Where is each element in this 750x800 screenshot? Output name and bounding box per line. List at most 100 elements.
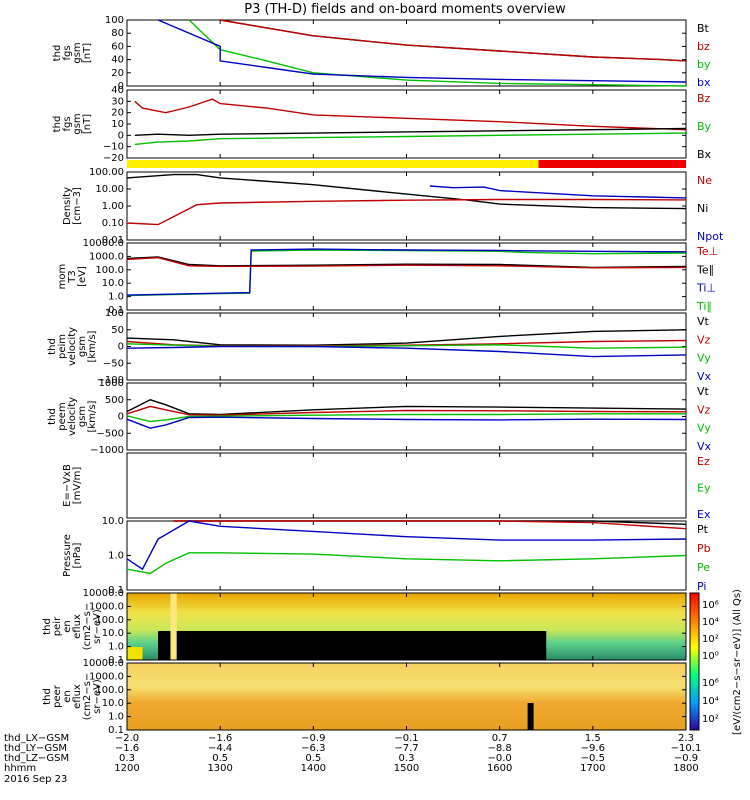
y-axis-label: T3	[67, 270, 78, 283]
y-axis-label: gsm	[77, 406, 88, 427]
y-tick-label: 0.1	[108, 305, 124, 316]
panel-peim_velocity: 100 50 0 −50 −100 thd peim velocity gsm [km/s] Vt V…	[47, 308, 712, 386]
date-label: 2016 Sep 23	[4, 774, 67, 785]
mode-segment	[127, 160, 539, 168]
y-tick-label: 20	[111, 108, 124, 119]
y-tick-label: −500	[97, 428, 124, 439]
y-axis-label: mom	[57, 264, 68, 290]
y-axis-label: fgs	[62, 116, 73, 131]
ephemeris-value: −8.8	[488, 743, 512, 754]
series-line	[126, 345, 687, 358]
legend-entry: Ey	[697, 482, 711, 495]
y-tick-label: −50	[103, 358, 124, 369]
series-line	[134, 132, 687, 146]
legend-entry: bz	[697, 40, 710, 53]
series-line	[126, 413, 686, 423]
colorbar-tick-label: 10⁴	[702, 617, 719, 628]
legend-entry: Ex	[697, 508, 711, 521]
legend-entry: Vy	[697, 352, 711, 365]
colorbar-tick-label: 10²	[702, 714, 719, 725]
y-tick-label: 60	[111, 41, 124, 52]
legend-entry: Te⊥	[696, 245, 718, 258]
y-tick-label: 1.0	[108, 551, 124, 562]
y-tick-label: 0	[118, 130, 124, 141]
legend-entry: Npot	[697, 230, 724, 243]
chart-title: P3 (TH-D) fields and on-board moments ov…	[244, 2, 566, 17]
legend-entry: Pt	[697, 523, 709, 536]
y-tick-label: 500	[105, 395, 124, 406]
y-tick-label: 0.1	[108, 725, 124, 736]
panel-fgs_mag: 100 80 60 40 20 0 thd fgs gsm [nT] Bt bz by bx	[52, 15, 711, 92]
ephemeris-row-label: hhmm	[4, 763, 36, 774]
ephemeris-value: 1500	[394, 763, 419, 774]
legend-entry: Vt	[697, 315, 710, 328]
y-tick-label: 1.0	[108, 712, 124, 723]
colorbar-tick-label: 10⁶	[702, 678, 719, 689]
y-axis-label: sr−eV)	[92, 679, 103, 714]
y-tick-label: 100.0	[95, 685, 124, 696]
panel-efield: E=−VxB [mV/m] Ez Ey Ex	[62, 452, 711, 521]
series-line	[126, 173, 687, 210]
ephemeris-value: 1.5	[585, 733, 601, 744]
series-line	[134, 98, 687, 131]
y-tick-label: 50	[111, 325, 124, 336]
panel-density: 100.00 10.00 1.00 0.10 0.01 Density [cm−3] Ne Ni…	[62, 167, 724, 246]
ephemeris-value: −0.1	[394, 733, 418, 744]
spectrogram-fill	[127, 663, 686, 730]
colorbar-scale	[689, 592, 700, 731]
y-tick-label: 1.0	[108, 642, 124, 653]
y-axis-label: en	[62, 620, 73, 633]
y-tick-label: 0	[118, 342, 124, 353]
y-tick-label: 80	[111, 28, 124, 39]
series-line	[126, 399, 687, 416]
ephemeris-value: 0.3	[119, 753, 135, 764]
y-tick-label: 10000.0	[83, 238, 124, 249]
y-tick-label: 0	[118, 412, 124, 423]
ephemeris-value: −0.9	[674, 753, 698, 764]
ephemeris-value: −0.0	[488, 753, 512, 764]
legend-entry: Vz	[697, 333, 711, 346]
y-axis-label: (cm2−s−	[82, 673, 93, 720]
y-axis-label: gsm	[77, 336, 88, 357]
panel-peir_spec: 10000.0 1000.0 100.0 10.0 1.0 0.1 thd peir en efl…	[42, 588, 687, 666]
ephemeris-value: −0.5	[581, 753, 605, 764]
y-tick-label: 10000.0	[83, 588, 124, 599]
y-axis-label: velocity	[67, 397, 78, 436]
ephemeris-value: −2.0	[115, 733, 139, 744]
y-tick-label: 100	[105, 308, 124, 319]
y-tick-label: 30	[111, 96, 124, 107]
x-axis-ephemeris: thd_LX−GSM −2.0 −1.6 −0.9 −0.1 0.7 1.5 2.3thd_L…	[4, 733, 701, 785]
y-tick-label: 40	[111, 55, 124, 66]
y-tick-label: 0.01	[102, 235, 124, 246]
y-tick-label: 100.00	[89, 167, 124, 178]
y-axis-label: (cm2−s−	[82, 603, 93, 650]
ephemeris-row-label: thd_LY−GSM	[4, 743, 67, 754]
y-tick-label: 100	[105, 15, 124, 26]
y-axis-label: [mV/m]	[72, 467, 83, 505]
legend-entry: Ez	[697, 455, 710, 468]
ephemeris-value: −0.9	[301, 733, 325, 744]
y-axis-label: thd	[52, 45, 63, 62]
ephemeris-value: −10.1	[671, 743, 702, 754]
legend-entry: Te∥	[696, 263, 714, 276]
y-axis-label: thd	[42, 618, 53, 635]
y-tick-label: 10	[111, 119, 124, 130]
ephemeris-value: 1800	[673, 763, 698, 774]
y-tick-label: 100.0	[95, 615, 124, 626]
y-tick-label: 0.1	[108, 585, 124, 596]
y-tick-label: 1000.0	[89, 671, 124, 682]
y-tick-label: −10	[103, 142, 124, 153]
spectrogram-gap	[158, 631, 547, 660]
y-axis-label: [nPa]	[72, 542, 83, 568]
y-axis-label: [km/s]	[87, 330, 98, 362]
series-line	[220, 19, 687, 62]
y-axis-label: Pressure	[62, 534, 73, 577]
legend-entry: Vt	[697, 385, 710, 398]
y-axis-label: peim	[57, 334, 68, 359]
series-line	[126, 249, 687, 297]
legend-entry: Ni	[697, 202, 708, 215]
ephemeris-value: 1700	[580, 763, 605, 774]
legend-entry: Pi	[697, 580, 706, 593]
ephemeris-value: 0.7	[492, 733, 508, 744]
